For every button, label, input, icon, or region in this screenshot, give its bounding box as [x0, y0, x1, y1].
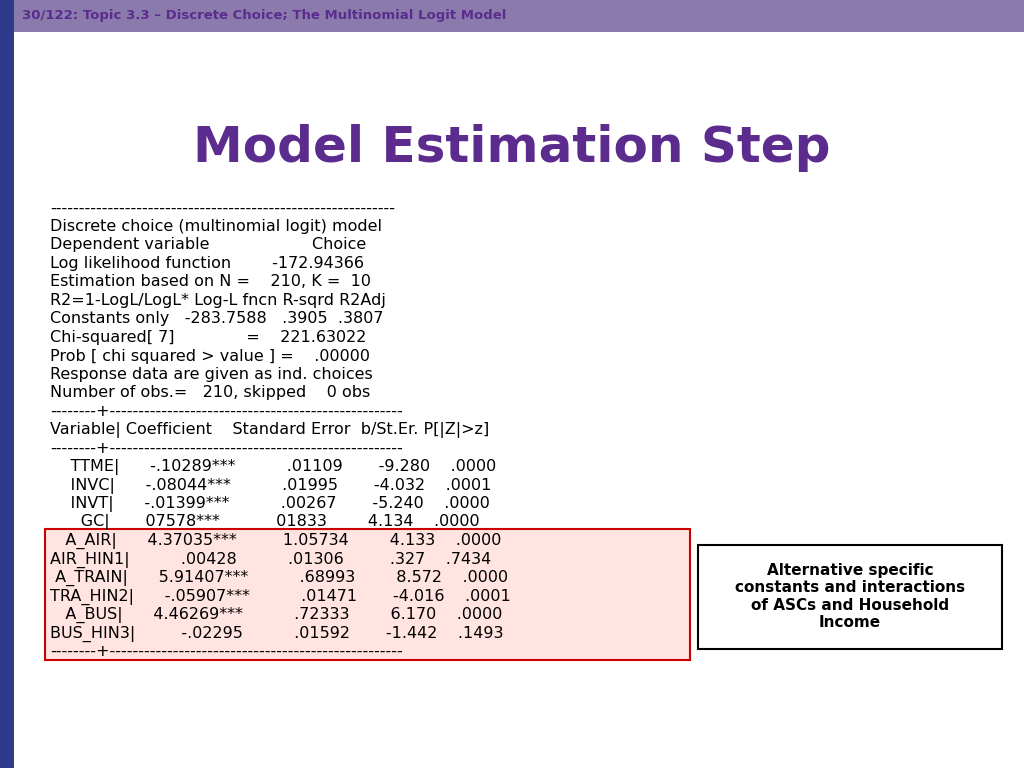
Bar	[0, 0, 14, 768]
Text: Response data are given as ind. choices: Response data are given as ind. choices	[50, 367, 373, 382]
Bar	[0, 0, 1024, 32]
Text: Number of obs.=   210, skipped    0 obs: Number of obs.= 210, skipped 0 obs	[50, 386, 371, 400]
Bar	[45, 529, 690, 660]
FancyBboxPatch shape	[698, 545, 1002, 648]
Text: Prob [ chi squared > value ] =    .00000: Prob [ chi squared > value ] = .00000	[50, 349, 370, 363]
Text: INVT|      -.01399***          .00267       -5.240    .0000: INVT| -.01399*** .00267 -5.240 .0000	[50, 496, 489, 512]
Text: Log likelihood function        -172.94366: Log likelihood function -172.94366	[50, 256, 364, 271]
Text: AIR_HIN1|          .00428          .01306         .327    .7434: AIR_HIN1| .00428 .01306 .327 .7434	[50, 551, 492, 568]
Text: Discrete choice (multinomial logit) model: Discrete choice (multinomial logit) mode…	[50, 219, 382, 234]
Text: Chi-squared[ 7]              =    221.63022: Chi-squared[ 7] = 221.63022	[50, 330, 367, 345]
Text: GC|       07578***           01833        4.134    .0000: GC| 07578*** 01833 4.134 .0000	[50, 515, 479, 531]
Text: A_TRAIN|      5.91407***          .68993        8.572    .0000: A_TRAIN| 5.91407*** .68993 8.572 .0000	[50, 570, 508, 586]
Text: --------+---------------------------------------------------: --------+-------------------------------…	[50, 644, 402, 660]
Text: INVC|      -.08044***          .01995       -4.032    .0001: INVC| -.08044*** .01995 -4.032 .0001	[50, 478, 492, 494]
Text: R2=1-LogL/LogL* Log-L fncn R-sqrd R2Adj: R2=1-LogL/LogL* Log-L fncn R-sqrd R2Adj	[50, 293, 386, 308]
Text: TRA_HIN2|      -.05907***          .01471       -4.016    .0001: TRA_HIN2| -.05907*** .01471 -4.016 .0001	[50, 588, 511, 604]
Text: BUS_HIN3|         -.02295          .01592       -1.442    .1493: BUS_HIN3| -.02295 .01592 -1.442 .1493	[50, 625, 504, 641]
Text: Dependent variable                    Choice: Dependent variable Choice	[50, 237, 367, 253]
Text: TTME|      -.10289***          .01109       -9.280    .0000: TTME| -.10289*** .01109 -9.280 .0000	[50, 459, 497, 475]
Text: --------+---------------------------------------------------: --------+-------------------------------…	[50, 404, 402, 419]
Text: Estimation based on N =    210, K =  10: Estimation based on N = 210, K = 10	[50, 274, 371, 290]
Text: ------------------------------------------------------------: ----------------------------------------…	[50, 200, 395, 216]
Text: A_BUS|      4.46269***          .72333        6.170    .0000: A_BUS| 4.46269*** .72333 6.170 .0000	[50, 607, 503, 623]
Text: A_AIR|      4.37035***         1.05734        4.133    .0000: A_AIR| 4.37035*** 1.05734 4.133 .0000	[50, 533, 502, 549]
Text: Model Estimation Step: Model Estimation Step	[194, 124, 830, 172]
Text: Alternative specific
constants and interactions
of ASCs and Household
Income: Alternative specific constants and inter…	[735, 563, 965, 630]
Text: --------+---------------------------------------------------: --------+-------------------------------…	[50, 441, 402, 456]
Text: Variable| Coefficient    Standard Error  b/St.Er. P[|Z|>z]: Variable| Coefficient Standard Error b/S…	[50, 422, 489, 438]
Text: Constants only   -283.7588   .3905  .3807: Constants only -283.7588 .3905 .3807	[50, 312, 384, 326]
Text: 30/122: Topic 3.3 – Discrete Choice; The Multinomial Logit Model: 30/122: Topic 3.3 – Discrete Choice; The…	[22, 9, 507, 22]
